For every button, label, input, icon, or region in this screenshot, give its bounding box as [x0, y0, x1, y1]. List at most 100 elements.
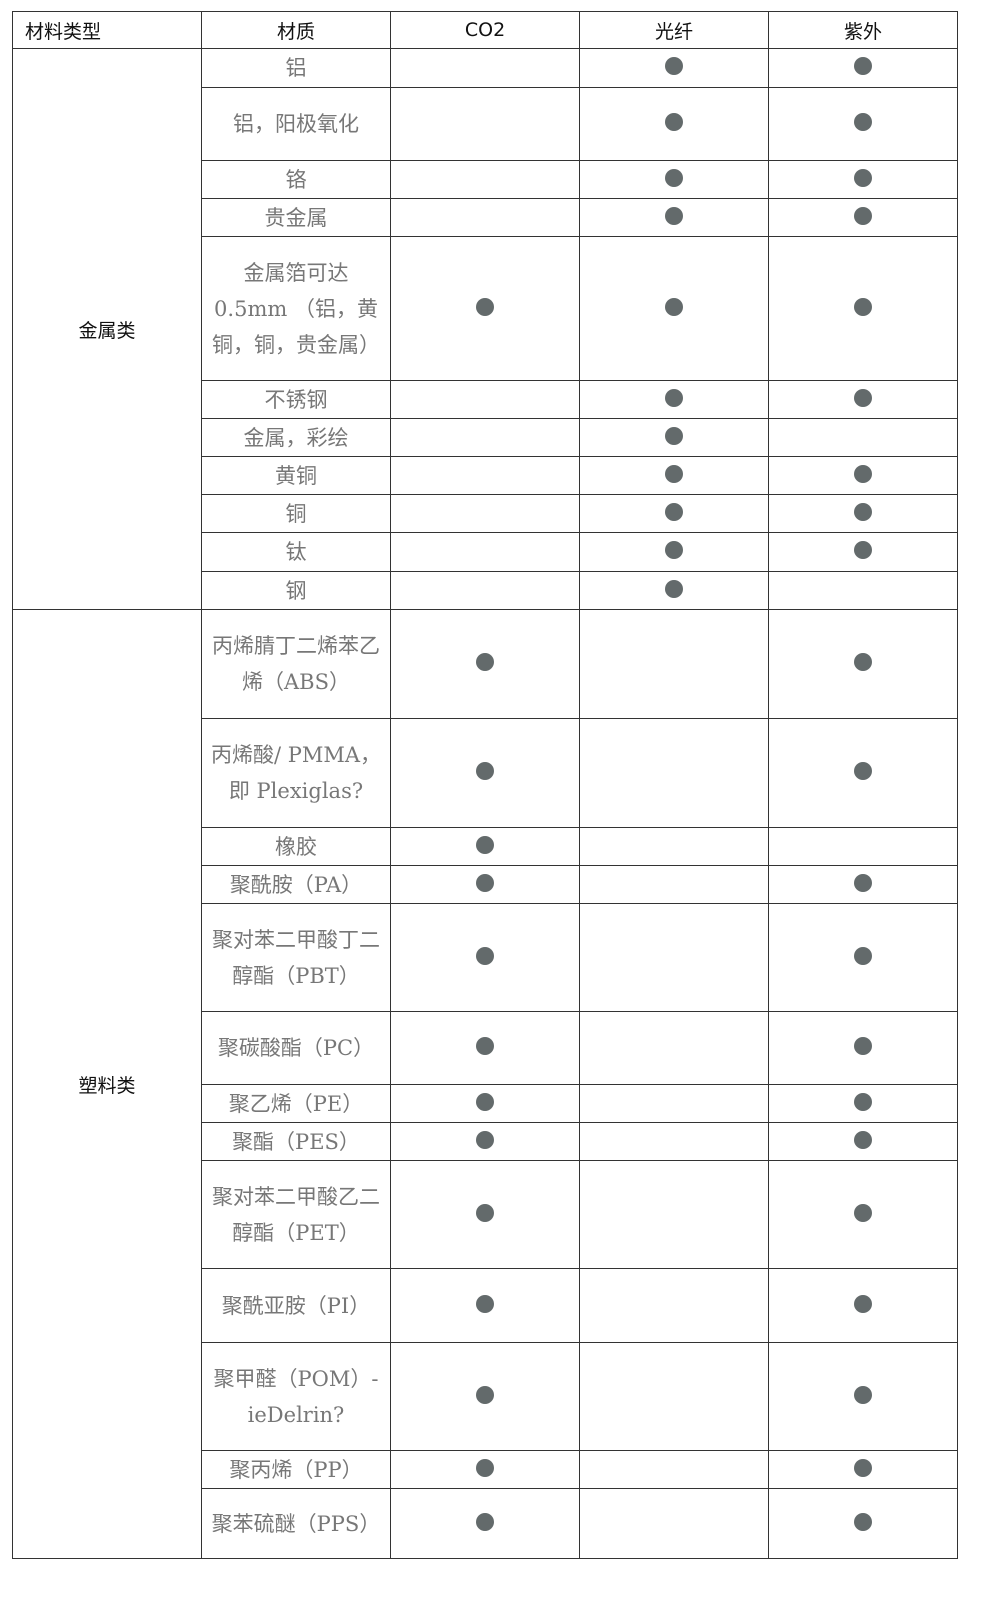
uv-cell: [768, 87, 958, 161]
supported-dot-icon: [854, 1458, 872, 1477]
material-cell: 丙烯酸/ PMMA，即 Plexiglas?: [201, 718, 391, 828]
supported-dot-icon: [854, 1294, 872, 1313]
material-cell: 金属箔可达 0.5mm （铝，黄铜，铜，贵金属）: [201, 236, 391, 381]
uv-cell: [768, 865, 958, 904]
co2-cell: [390, 1450, 580, 1489]
co2-cell: [390, 718, 580, 828]
co2-cell: [390, 48, 580, 88]
supported-dot-icon: [476, 1092, 494, 1111]
co2-cell: [390, 456, 580, 495]
fiber-cell: [579, 571, 769, 610]
fiber-cell: [579, 236, 769, 381]
supported-dot-icon: [854, 57, 872, 75]
table-row: 丙烯酸/ PMMA，即 Plexiglas?: [13, 718, 958, 828]
table-row: 聚苯硫醚（PPS）: [13, 1488, 958, 1559]
table-row: 聚乙烯（PE）: [13, 1084, 958, 1123]
table-row: 聚甲醛（POM）-ieDelrin?: [13, 1342, 958, 1451]
table-row: 黄铜: [13, 456, 958, 495]
fiber-cell: [579, 494, 769, 533]
co2-cell: [390, 87, 580, 161]
fiber-cell: [579, 532, 769, 572]
fiber-cell: [579, 1122, 769, 1161]
co2-cell: [390, 1011, 580, 1085]
co2-cell: [390, 494, 580, 533]
co2-cell: [390, 903, 580, 1012]
supported-dot-icon: [854, 168, 872, 187]
material-cell: 丙烯腈丁二烯苯乙烯（ABS）: [201, 609, 391, 719]
co2-cell: [390, 1122, 580, 1161]
table-row: 钢: [13, 571, 958, 610]
table-row: 金属，彩绘: [13, 418, 958, 457]
supported-dot-icon: [476, 1458, 494, 1477]
uv-cell: [768, 903, 958, 1012]
supported-dot-icon: [476, 835, 494, 854]
supported-dot-icon: [665, 206, 683, 225]
co2-cell: [390, 236, 580, 381]
table-row: 金属类铝: [12, 48, 958, 610]
co2-cell: [390, 532, 580, 572]
co2-cell: [390, 1268, 580, 1343]
material-cell: 聚甲醛（POM）-ieDelrin?: [201, 1342, 391, 1451]
supported-dot-icon: [854, 1512, 872, 1531]
co2-cell: [390, 380, 580, 419]
fiber-cell: [579, 827, 769, 866]
material-cell: 钛: [201, 532, 391, 572]
fiber-cell: [579, 609, 769, 719]
uv-cell: [768, 236, 958, 381]
fiber-cell: [579, 1450, 769, 1489]
uv-cell: [768, 1084, 958, 1123]
material-cell: 金属，彩绘: [201, 418, 391, 457]
fiber-cell: [579, 865, 769, 904]
uv-cell: [768, 609, 958, 719]
co2-cell: [390, 198, 580, 237]
supported-dot-icon: [665, 502, 683, 521]
material-cell: 铝: [201, 48, 391, 88]
supported-dot-icon: [476, 762, 494, 780]
co2-cell: [390, 418, 580, 457]
material-cell: 铜: [201, 494, 391, 533]
supported-dot-icon: [854, 113, 872, 131]
supported-dot-icon: [665, 388, 683, 407]
uv-cell: [768, 1160, 958, 1269]
uv-cell: [768, 418, 958, 457]
co2-cell: [390, 609, 580, 719]
fiber-cell: [579, 48, 769, 88]
supported-dot-icon: [665, 168, 683, 187]
fiber-cell: [579, 1268, 769, 1343]
material-cell: 聚碳酸酯（PC）: [201, 1011, 391, 1085]
co2-cell: [390, 865, 580, 904]
fiber-cell: [579, 198, 769, 237]
uv-cell: [768, 380, 958, 419]
co2-cell: [390, 1160, 580, 1269]
material-cell: 不锈钢: [201, 380, 391, 419]
supported-dot-icon: [665, 464, 683, 483]
material-cell: 聚酰亚胺（PI）: [201, 1268, 391, 1343]
supported-dot-icon: [854, 1385, 872, 1404]
uv-cell: [768, 198, 958, 237]
supported-dot-icon: [854, 946, 872, 965]
fiber-cell: [579, 160, 769, 199]
supported-dot-icon: [665, 297, 683, 316]
material-cell: 聚丙烯（PP）: [201, 1450, 391, 1489]
table-row: 聚对苯二甲酸丁二醇酯（PBT）: [13, 903, 958, 1012]
material-cell: 铬: [201, 160, 391, 199]
uv-cell: [768, 160, 958, 199]
category-cell: 金属类: [12, 48, 202, 610]
uv-cell: [768, 1342, 958, 1451]
supported-dot-icon: [854, 206, 872, 225]
uv-cell: [768, 718, 958, 828]
header-uv: 紫外: [768, 11, 958, 49]
supported-dot-icon: [476, 1294, 494, 1313]
category-cell: 塑料类: [12, 609, 202, 1559]
fiber-cell: [579, 903, 769, 1012]
supported-dot-icon: [665, 426, 683, 445]
table-row: 聚丙烯（PP）: [13, 1450, 958, 1489]
material-cell: 贵金属: [201, 198, 391, 237]
header-row: 材料类型 材质 CO2 光纤 紫外: [12, 11, 958, 49]
supported-dot-icon: [665, 579, 683, 598]
material-cell: 聚对苯二甲酸丁二醇酯（PBT）: [201, 903, 391, 1012]
co2-cell: [390, 571, 580, 610]
supported-dot-icon: [476, 1203, 494, 1222]
uv-cell: [768, 48, 958, 88]
uv-cell: [768, 532, 958, 572]
